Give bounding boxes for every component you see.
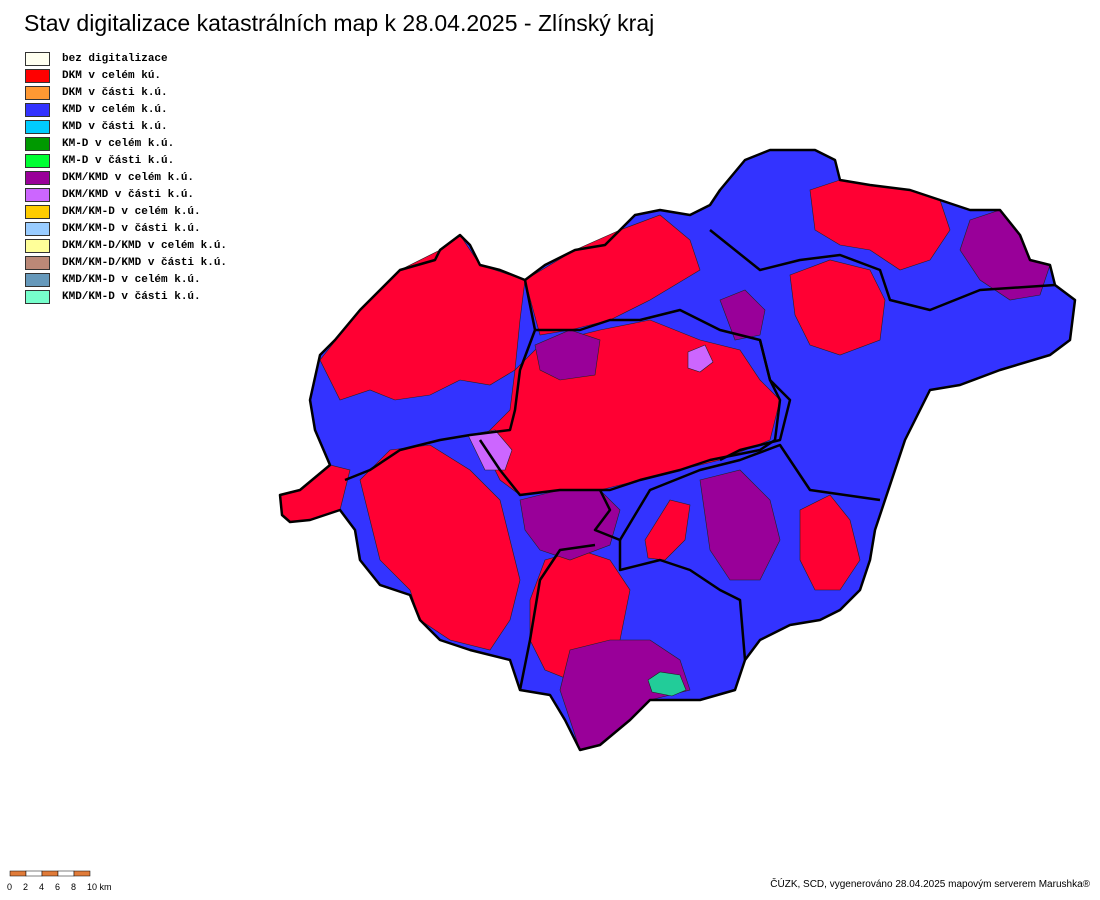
scale-segment (41, 870, 59, 877)
scale-segment (9, 870, 27, 877)
legend-item: DKM v části k.ú. (25, 84, 227, 101)
legend-swatch (25, 272, 50, 287)
legend-item: KMD/KM-D v celém k.ú. (25, 271, 227, 288)
legend-label: DKM/KMD v části k.ú. (62, 188, 195, 201)
legend-item: DKM/KM-D v celém k.ú. (25, 203, 227, 220)
legend-label: DKM v celém kú. (62, 69, 162, 82)
legend-label: bez digitalizace (62, 52, 168, 65)
legend-swatch (25, 136, 50, 151)
legend-label: KMD/KM-D v části k.ú. (62, 290, 201, 303)
legend-swatch (25, 153, 50, 168)
dkm-area (644, 499, 691, 561)
legend-swatch (25, 51, 50, 66)
legend-label: KM-D v celém k.ú. (62, 137, 175, 150)
scale-segment (57, 870, 75, 877)
legend-label: KMD v části k.ú. (62, 120, 168, 133)
map-title: Stav digitalizace katastrálních map k 28… (24, 10, 655, 36)
scale-segment (73, 870, 91, 877)
dkm-area (789, 259, 886, 356)
district-border (518, 543, 596, 691)
legend-item: KMD v celém k.ú. (25, 101, 227, 118)
kmd-km-d-area (647, 671, 687, 697)
dkm-kmd-part-area (467, 429, 513, 471)
scale-label: 6 (55, 882, 60, 892)
scale-label: 4 (39, 882, 44, 892)
dkm-area (524, 214, 701, 336)
legend-swatch (25, 170, 50, 185)
legend-item: bez digitalizace (25, 50, 227, 67)
legend-swatch (25, 187, 50, 202)
district-border (719, 339, 792, 462)
district-border (709, 229, 1056, 312)
dkm-kmd-part-area (687, 344, 714, 373)
dkm-area (319, 234, 526, 401)
legend-swatch (25, 102, 50, 117)
legend-item: DKM/KM-D v části k.ú. (25, 220, 227, 237)
legend-swatch (25, 221, 50, 236)
credit: ČÚZK, SCD, vygenerováno 28.04.2025 mapov… (770, 879, 1090, 890)
legend-label: KM-D v části k.ú. (62, 154, 175, 167)
legend-swatch (25, 255, 50, 270)
legend-item: DKM/KM-D/KMD v celém k.ú. (25, 237, 227, 254)
district-border (618, 443, 881, 541)
scale-label: 0 (7, 882, 12, 892)
legend-label: DKM/KM-D/KMD v celém k.ú. (62, 239, 228, 252)
district-border (593, 489, 747, 661)
legend-swatch (25, 289, 50, 304)
legend: bez digitalizace DKM v celém kú. DKM v čás… (25, 50, 227, 305)
scale-label: 2 (23, 882, 28, 892)
scale-label: 10 km (87, 882, 112, 892)
legend-label: KMD v celém k.ú. (62, 103, 168, 116)
legend-swatch (25, 204, 50, 219)
legend-label: DKM v části k.ú. (62, 86, 168, 99)
legend-swatch (25, 119, 50, 134)
district-borders (278, 148, 1077, 752)
legend-label: DKM/KM-D/KMD v části k.ú. (62, 256, 228, 269)
legend-label: DKM/KMD v celém k.ú. (62, 171, 195, 184)
scale-bar (9, 870, 91, 877)
legend-label: DKM/KM-D v části k.ú. (62, 222, 201, 235)
legend-item: DKM/KMD v celém k.ú. (25, 169, 227, 186)
legend-swatch (25, 68, 50, 83)
dkm-kmd-area (699, 469, 781, 581)
legend-swatch (25, 85, 50, 100)
legend-item: DKM/KM-D/KMD v části k.ú. (25, 254, 227, 271)
cadastral-areas (279, 149, 1076, 751)
dkm-area (359, 444, 521, 651)
legend-label: KMD/KM-D v celém k.ú. (62, 273, 201, 286)
scale-segment (25, 870, 43, 877)
dkm-area (799, 494, 861, 591)
legend-item: KMD v části k.ú. (25, 118, 227, 135)
scale-label: 8 (71, 882, 76, 892)
legend-item: KM-D v celém k.ú. (25, 135, 227, 152)
legend-item: KMD/KM-D v části k.ú. (25, 288, 227, 305)
legend-item: DKM/KMD v části k.ú. (25, 186, 227, 203)
legend-swatch (25, 238, 50, 253)
legend-item: KM-D v části k.ú. (25, 152, 227, 169)
district-border (344, 279, 537, 482)
legend-label: DKM/KM-D v celém k.ú. (62, 205, 201, 218)
legend-item: DKM v celém kú. (25, 67, 227, 84)
